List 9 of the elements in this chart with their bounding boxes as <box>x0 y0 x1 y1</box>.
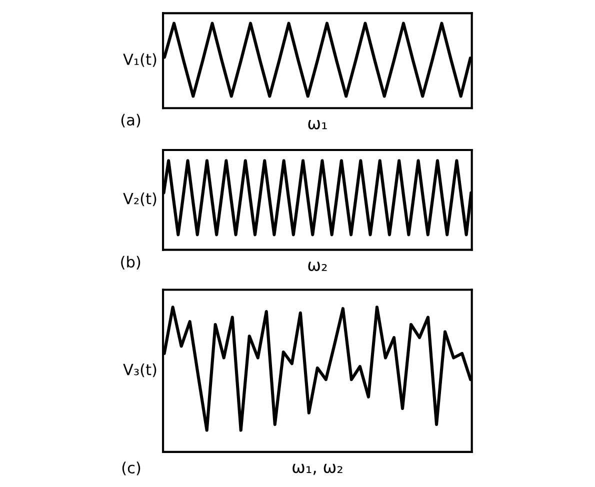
y-axis-title: V₃(t) <box>123 363 156 378</box>
x-axis-title: ω₂ <box>308 262 327 272</box>
x-axis-title: ω₁, ω₂ <box>292 464 342 475</box>
x-axis-title: ω₁ <box>308 120 327 130</box>
text: (c) <box>122 462 140 476</box>
y-axis-title: V₁(t) <box>123 53 156 67</box>
text: (a) <box>121 114 140 128</box>
text: (b) <box>121 256 140 270</box>
y-axis-title: V₂(t) <box>123 192 156 206</box>
